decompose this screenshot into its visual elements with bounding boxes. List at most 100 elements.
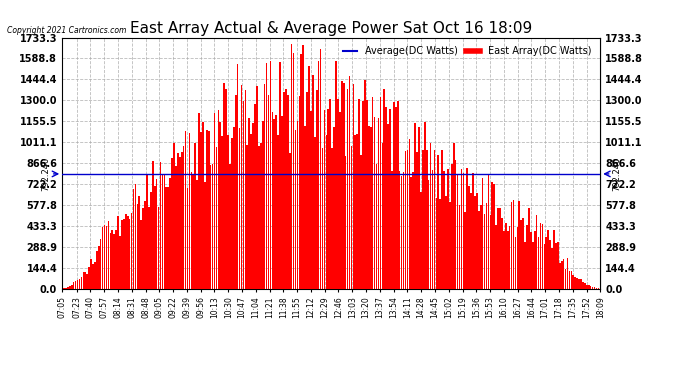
- Bar: [268, 94, 269, 289]
- Bar: [435, 198, 437, 289]
- Bar: [491, 182, 493, 289]
- Bar: [215, 147, 217, 289]
- Bar: [144, 201, 146, 289]
- Bar: [478, 211, 480, 289]
- Bar: [146, 175, 148, 289]
- Bar: [406, 150, 408, 289]
- Bar: [580, 279, 582, 289]
- Bar: [217, 110, 219, 289]
- Bar: [532, 242, 533, 289]
- Bar: [518, 201, 520, 289]
- Bar: [98, 246, 99, 289]
- Bar: [75, 281, 77, 289]
- Bar: [544, 244, 545, 289]
- Bar: [437, 155, 439, 289]
- Bar: [256, 87, 258, 289]
- Bar: [457, 174, 458, 289]
- Bar: [204, 182, 206, 289]
- Bar: [295, 130, 296, 289]
- Bar: [250, 134, 252, 289]
- Bar: [224, 83, 225, 289]
- Bar: [482, 178, 484, 289]
- Bar: [65, 288, 67, 289]
- Bar: [185, 132, 186, 289]
- Bar: [551, 248, 553, 289]
- Bar: [445, 196, 447, 289]
- Bar: [112, 231, 113, 289]
- Bar: [505, 223, 506, 289]
- Bar: [179, 157, 181, 289]
- Bar: [254, 104, 256, 289]
- Bar: [164, 175, 165, 289]
- Bar: [84, 272, 86, 289]
- Bar: [358, 99, 360, 289]
- Bar: [536, 214, 538, 289]
- Bar: [221, 136, 223, 289]
- Bar: [424, 122, 426, 289]
- Bar: [225, 89, 227, 289]
- Bar: [355, 135, 356, 289]
- Bar: [546, 237, 547, 289]
- Bar: [210, 165, 211, 289]
- Bar: [528, 208, 530, 289]
- Bar: [148, 207, 150, 289]
- Bar: [139, 196, 140, 289]
- Bar: [564, 269, 566, 289]
- Bar: [127, 216, 128, 289]
- Bar: [404, 151, 406, 289]
- Bar: [584, 283, 586, 289]
- Bar: [362, 101, 364, 289]
- Bar: [316, 90, 317, 289]
- Bar: [293, 53, 295, 289]
- Bar: [272, 112, 273, 289]
- Bar: [161, 174, 164, 289]
- Bar: [193, 175, 194, 289]
- Bar: [376, 164, 377, 289]
- Bar: [360, 155, 362, 289]
- Bar: [244, 90, 246, 289]
- Bar: [420, 192, 422, 289]
- Bar: [513, 200, 514, 289]
- Bar: [377, 118, 380, 289]
- Bar: [310, 111, 312, 289]
- Bar: [592, 287, 593, 289]
- Bar: [588, 285, 589, 289]
- Bar: [123, 219, 125, 289]
- Bar: [563, 260, 564, 289]
- Bar: [241, 85, 242, 289]
- Bar: [574, 278, 576, 289]
- Bar: [593, 287, 595, 289]
- Bar: [432, 170, 433, 289]
- Bar: [187, 188, 188, 289]
- Bar: [343, 84, 344, 289]
- Bar: [318, 61, 319, 289]
- Bar: [235, 95, 237, 289]
- Bar: [569, 271, 570, 289]
- Bar: [81, 278, 82, 289]
- Bar: [447, 169, 448, 289]
- Bar: [108, 220, 109, 289]
- Bar: [366, 100, 368, 289]
- Bar: [530, 231, 532, 289]
- Bar: [443, 171, 445, 289]
- Bar: [104, 225, 106, 289]
- Bar: [197, 180, 198, 289]
- Bar: [480, 205, 482, 289]
- Bar: [333, 127, 335, 289]
- Bar: [582, 282, 584, 289]
- Bar: [549, 240, 551, 289]
- Bar: [472, 173, 474, 289]
- Bar: [337, 99, 339, 289]
- Bar: [526, 225, 528, 289]
- Bar: [299, 96, 300, 289]
- Bar: [413, 172, 414, 289]
- Bar: [277, 135, 279, 289]
- Bar: [135, 184, 136, 289]
- Bar: [353, 84, 354, 289]
- Bar: [173, 142, 175, 289]
- Bar: [262, 122, 264, 289]
- Bar: [488, 175, 489, 289]
- Bar: [464, 211, 466, 289]
- Bar: [171, 158, 173, 289]
- Bar: [484, 214, 485, 289]
